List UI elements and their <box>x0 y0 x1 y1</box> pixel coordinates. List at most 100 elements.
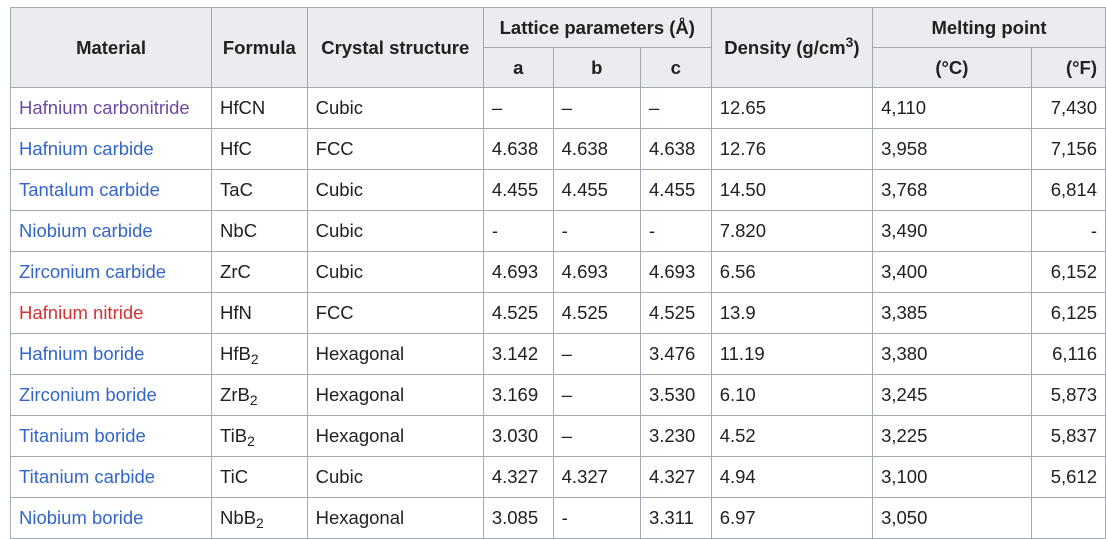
melt-f-cell: 6,116 <box>1030 333 1106 375</box>
cell-text: 6.10 <box>719 384 756 405</box>
material-link[interactable]: Hafnium boride <box>19 343 145 364</box>
formula-text: HfC <box>220 138 252 159</box>
material-cell: Tantalum carbide <box>9 169 213 211</box>
melt-c-cell: 3,225 <box>872 415 1032 457</box>
material-cell: Hafnium carbide <box>9 128 213 170</box>
a-cell: 3.085 <box>482 497 554 539</box>
material-link[interactable]: Titanium carbide <box>19 466 156 487</box>
header-cell: Formula <box>211 7 308 88</box>
material-link[interactable]: Niobium boride <box>19 507 144 528</box>
cell-text: – <box>561 425 572 446</box>
cell-text: 4.455 <box>561 179 608 200</box>
header-text: b <box>591 56 603 78</box>
formula-subscript: 2 <box>250 351 259 368</box>
cell-text: 5,873 <box>1050 384 1097 405</box>
cell-text: Cubic <box>315 179 363 200</box>
c-cell: 3.230 <box>639 415 712 457</box>
formula-cell: NbC <box>211 210 308 252</box>
cell-text: 12.76 <box>719 138 767 159</box>
cell-text: 11.19 <box>719 343 765 364</box>
table-row: Hafnium carbide HfC FCC 4.638 4.638 4.638 12.7… <box>9 128 1106 170</box>
cell-text: 4.638 <box>561 138 608 159</box>
material-link[interactable]: Hafnium carbide <box>19 138 154 159</box>
cell-text: - <box>1090 220 1097 241</box>
b-cell: 4.693 <box>552 251 641 293</box>
c-cell: 4.525 <box>639 292 712 334</box>
material-cell: Zirconium carbide <box>9 251 213 293</box>
density-cell: 11.19 <box>710 333 874 375</box>
a-cell: 3.169 <box>482 374 554 416</box>
structure-cell: FCC <box>306 292 484 334</box>
header-cell: Melting point <box>872 7 1106 48</box>
material-cell: Niobium boride <box>9 497 213 539</box>
formula-text: TiB <box>220 425 248 446</box>
material-link[interactable]: Zirconium boride <box>19 384 157 405</box>
b-cell: – <box>552 87 641 129</box>
a-cell: - <box>482 210 554 252</box>
a-cell: 4.638 <box>482 128 554 170</box>
table-row: Hafnium boride HfB2 Hexagonal 3.142 – 3.476 11… <box>9 333 1106 375</box>
c-cell: 4.327 <box>639 456 712 498</box>
c-cell: 3.311 <box>639 497 712 539</box>
formula-text: NbB <box>220 507 257 528</box>
structure-cell: Hexagonal <box>306 497 484 539</box>
formula-cell: ZrC <box>211 251 308 293</box>
table-row: Titanium boride TiB2 Hexagonal 3.030 – 3.230 4… <box>9 415 1106 457</box>
melt-c-cell: 3,050 <box>872 497 1032 539</box>
cell-text: FCC <box>315 138 354 159</box>
b-cell: 4.455 <box>552 169 641 211</box>
cell-text: – <box>561 384 572 405</box>
formula-text: NbC <box>220 220 258 241</box>
material-link[interactable]: Hafnium carbonitride <box>19 97 190 118</box>
material-link[interactable]: Niobium carbide <box>19 220 153 241</box>
a-cell: 4.525 <box>482 292 554 334</box>
structure-cell: Hexagonal <box>306 415 484 457</box>
melt-f-cell: 5,837 <box>1030 415 1106 457</box>
cell-text: 7,156 <box>1050 138 1097 159</box>
melt-c-cell: 3,100 <box>872 456 1032 498</box>
material-link[interactable]: Zirconium carbide <box>19 261 167 282</box>
cell-text: 14.50 <box>719 179 767 200</box>
cell-text: 4.327 <box>648 466 696 487</box>
material-link[interactable]: Tantalum carbide <box>19 179 160 200</box>
formula-text: HfCN <box>220 97 266 118</box>
material-link[interactable]: Hafnium nitride <box>19 302 144 323</box>
density-cell: 12.65 <box>710 87 874 129</box>
material-link[interactable]: Titanium boride <box>19 425 146 446</box>
cell-text: 3,958 <box>881 138 928 159</box>
cell-text: 3,050 <box>881 507 928 528</box>
cell-text: 4.638 <box>491 138 539 159</box>
melt-c-cell: 3,768 <box>872 169 1032 211</box>
header-text: (°C) <box>935 56 969 78</box>
cell-text: 4.525 <box>561 302 608 323</box>
formula-subscript: 2 <box>249 392 258 409</box>
cell-text: 4.455 <box>648 179 696 200</box>
cell-text: Hexagonal <box>315 507 405 528</box>
formula-cell: ZrB2 <box>211 374 308 416</box>
structure-cell: Hexagonal <box>306 374 484 416</box>
cell-text: FCC <box>315 302 354 323</box>
cell-text: - <box>561 220 568 241</box>
b-cell: 4.638 <box>552 128 641 170</box>
cell-text: 3,490 <box>881 220 928 241</box>
table-row: Zirconium boride ZrB2 Hexagonal 3.169 – 3.530… <box>9 374 1106 416</box>
a-cell: 4.455 <box>482 169 554 211</box>
material-cell: Hafnium carbonitride <box>9 87 213 129</box>
structure-cell: Cubic <box>306 87 484 129</box>
formula-cell: TiB2 <box>211 415 308 457</box>
cell-text: - <box>561 507 568 528</box>
c-cell: 4.455 <box>639 169 712 211</box>
melt-f-cell: 6,125 <box>1030 292 1106 334</box>
cell-text: 13.9 <box>719 302 756 323</box>
cell-text: 3,768 <box>881 179 928 200</box>
b-cell: – <box>552 333 641 375</box>
a-cell: 3.030 <box>482 415 554 457</box>
cell-text: 6,125 <box>1050 302 1097 323</box>
header-text: Crystal structure <box>321 36 470 58</box>
melt-f-cell: 7,156 <box>1030 128 1106 170</box>
density-cell: 14.50 <box>710 169 874 211</box>
material-cell: Titanium boride <box>9 415 213 457</box>
cell-text: 6,814 <box>1050 179 1097 200</box>
melt-f-cell <box>1030 497 1106 539</box>
melt-c-cell: 3,245 <box>872 374 1032 416</box>
